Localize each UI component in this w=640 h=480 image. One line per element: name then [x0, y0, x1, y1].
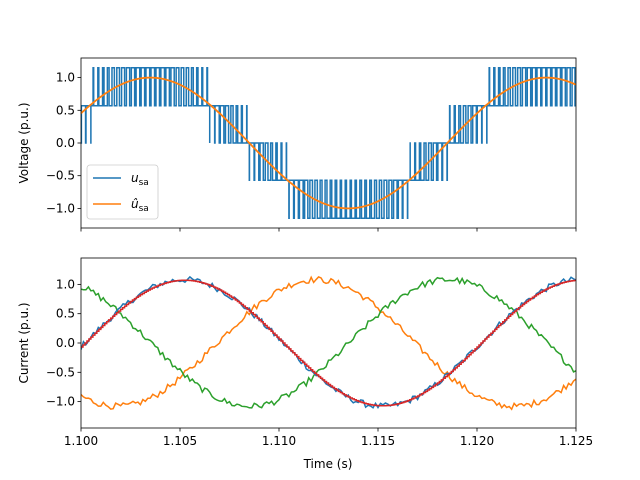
- current-y-axis-label: Current (p.u.): [17, 302, 31, 383]
- series-u-sa-line: [81, 67, 576, 219]
- voltage-y-axis-label: Voltage (p.u.): [17, 102, 31, 183]
- voltage-series-group: [81, 67, 576, 219]
- voltage-panel: −1.0 −0.5 0.0 0.5 1.0 Voltage (p.u.) usa ûsa: [17, 57, 577, 232]
- voltage-legend: usa ûsa: [86, 164, 159, 220]
- series-i-c-line: [81, 276, 576, 409]
- current-xtick-label: 1.105: [163, 434, 197, 448]
- voltage-ytick-label: 0.5: [56, 103, 75, 117]
- current-panel: 1.100 1.105 1.110 1.115 1.120 1.125 −1.0 −0.5 0…: [17, 257, 593, 471]
- current-xtick-label: 1.115: [361, 434, 395, 448]
- current-x-ticks: 1.100 1.105 1.110 1.115 1.120 1.125: [64, 428, 593, 448]
- legend-label-u-sa: usa: [131, 171, 149, 188]
- voltage-ytick-label: 1.0: [56, 71, 75, 85]
- legend-label-u-sa-hat: ûsa: [131, 197, 149, 214]
- series-i-b-line: [81, 275, 576, 411]
- current-ytick-label: −0.5: [46, 365, 75, 379]
- current-ytick-label: 0.0: [56, 336, 75, 350]
- current-xtick-label: 1.100: [64, 434, 98, 448]
- voltage-ytick-label: −0.5: [46, 169, 75, 183]
- voltage-ytick-label: 0.0: [56, 136, 75, 150]
- series-u-sa-hat-line: [81, 76, 576, 210]
- voltage-y-ticks: −1.0 −0.5 0.0 0.5 1.0: [46, 71, 81, 215]
- current-y-ticks: −1.0 −0.5 0.0 0.5 1.0: [46, 277, 81, 409]
- current-xtick-label: 1.120: [460, 434, 494, 448]
- voltage-x-ticks: [80, 228, 577, 232]
- current-xtick-label: 1.125: [559, 434, 593, 448]
- series-i-a-ref-line: [81, 279, 576, 407]
- x-axis-label: Time (s): [303, 457, 353, 471]
- current-ytick-label: 1.0: [56, 277, 75, 291]
- current-ytick-label: −1.0: [46, 395, 75, 409]
- voltage-ytick-label: −1.0: [46, 201, 75, 215]
- current-xtick-label: 1.110: [262, 434, 296, 448]
- current-series-group: [81, 275, 576, 411]
- current-ytick-label: 0.5: [56, 307, 75, 321]
